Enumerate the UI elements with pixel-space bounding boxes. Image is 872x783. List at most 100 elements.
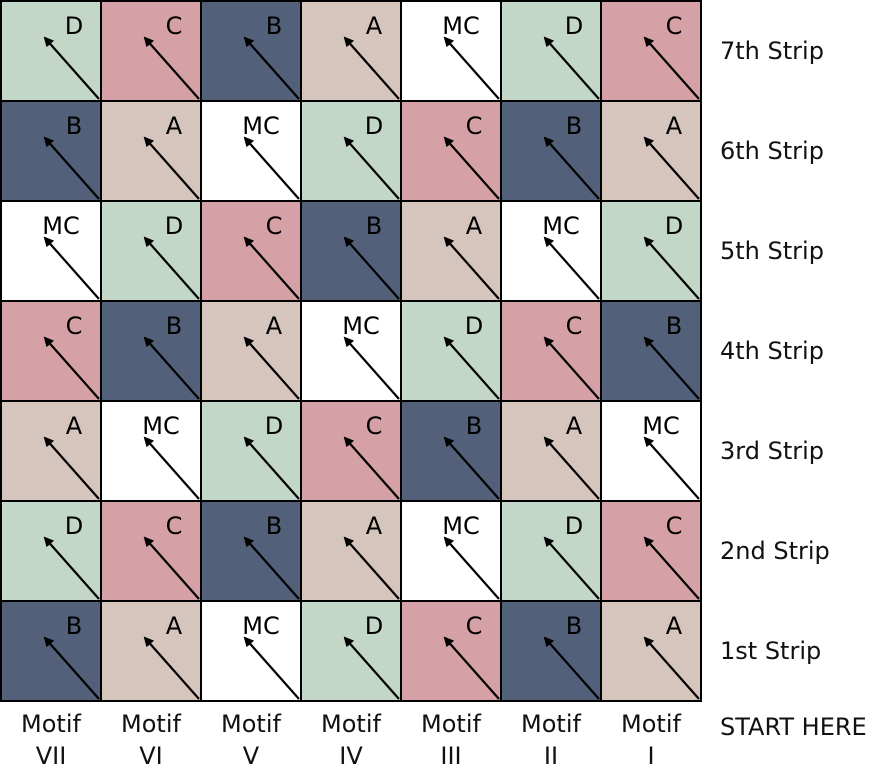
cell-fill: [300, 0, 402, 102]
cell-fill: [0, 100, 102, 202]
motif-numeral: VII: [35, 742, 67, 770]
cell-fill: [200, 300, 302, 402]
grid-cell: MC: [400, 0, 502, 102]
cell-letter: C: [66, 312, 83, 340]
cell-letter: MC: [542, 212, 579, 240]
diagonal-arrow-icon: [343, 436, 400, 500]
cell-letter: MC: [642, 412, 679, 440]
cell-fill: [500, 300, 602, 402]
cell-letter: B: [666, 312, 682, 340]
grid-cell: MC: [100, 400, 202, 502]
grid-cell: D: [400, 300, 502, 402]
cell-letter: A: [166, 112, 183, 140]
cell-fill: [400, 600, 502, 702]
cell-fill: [100, 0, 202, 102]
cell-letter: A: [366, 12, 383, 40]
grid-cell: MC: [500, 200, 602, 302]
diagonal-arrow-icon: [43, 636, 100, 700]
grid-cell: B: [600, 300, 702, 402]
cell-fill: [500, 600, 602, 702]
grid-cell: C: [600, 500, 702, 602]
cell-letter: B: [566, 112, 582, 140]
diagonal-arrow-icon: [543, 536, 600, 600]
cell-letter: B: [166, 312, 182, 340]
motif-numeral: V: [242, 742, 260, 770]
grid-cell: C: [500, 300, 602, 402]
cell-fill: [100, 600, 202, 702]
diagonal-arrow-icon: [43, 136, 100, 200]
cell-fill: [0, 400, 102, 502]
motif-word: Motif: [421, 710, 481, 738]
cell-letter: C: [366, 412, 383, 440]
strip-label: 3rd Strip: [720, 437, 824, 465]
cell-letter: MC: [242, 112, 279, 140]
grid-cell: D: [300, 600, 402, 702]
cell-letter: B: [266, 512, 282, 540]
grid-cell: A: [600, 600, 702, 702]
grid-cell: C: [300, 400, 402, 502]
cell-fill: [500, 100, 602, 202]
grid-cell: C: [400, 600, 502, 702]
cell-fill: [600, 200, 702, 302]
grid-cell: MC: [0, 200, 102, 302]
cell-fill: [500, 200, 602, 302]
grid-cell: MC: [300, 300, 402, 402]
cell-fill: [500, 500, 602, 602]
cell-fill: [400, 100, 502, 202]
strip-label: 7th Strip: [720, 37, 824, 65]
cell-letter: C: [266, 212, 283, 240]
diagonal-arrow-icon: [343, 336, 400, 400]
diagonal-arrow-icon: [343, 36, 400, 100]
cell-fill: [200, 200, 302, 302]
cell-letter: A: [166, 612, 183, 640]
motif-numeral: II: [543, 742, 559, 770]
motif-word: Motif: [321, 710, 381, 738]
cell-fill: [600, 600, 702, 702]
cell-letter: MC: [142, 412, 179, 440]
cell-letter: C: [466, 112, 483, 140]
grid-cell: A: [200, 300, 302, 402]
motif-word: Motif: [621, 710, 681, 738]
motif-numeral: III: [440, 742, 462, 770]
diagonal-arrow-icon: [643, 236, 700, 300]
cell-fill: [200, 0, 302, 102]
cell-letter: D: [65, 512, 83, 540]
diagonal-arrow-icon: [643, 36, 700, 100]
cell-fill: [300, 200, 402, 302]
motif-word: Motif: [521, 710, 581, 738]
cell-fill: [100, 100, 202, 202]
grid-cell: B: [500, 600, 602, 702]
grid-cell: B: [0, 600, 102, 702]
grid-cell: D: [500, 500, 602, 602]
grid-cell: A: [300, 0, 402, 102]
grid-cell: C: [200, 200, 302, 302]
grid-cell: D: [0, 500, 102, 602]
cell-letter: C: [666, 12, 683, 40]
cell-fill: [600, 300, 702, 402]
diagonal-arrow-icon: [143, 336, 200, 400]
grid-cell: C: [0, 300, 102, 402]
cell-letter: D: [465, 312, 483, 340]
strip-label: 1st Strip: [720, 637, 822, 665]
grid-cell: B: [200, 500, 302, 602]
cell-letter: A: [266, 312, 283, 340]
cell-letter: D: [265, 412, 283, 440]
diagonal-arrow-icon: [243, 636, 300, 700]
diagonal-arrow-icon: [143, 536, 200, 600]
cell-fill: [0, 600, 102, 702]
diagonal-arrow-icon: [143, 636, 200, 700]
grid-cell: A: [600, 100, 702, 202]
diagonal-arrow-icon: [143, 436, 200, 500]
motif-grid: D C B A MC D C B A MC D C B A MC D C B A MC D C B A MC D C B A MC D C B A…: [0, 0, 702, 702]
diagonal-arrow-icon: [543, 36, 600, 100]
cell-fill: [0, 200, 102, 302]
grid-cell: D: [300, 100, 402, 202]
cell-letter: C: [166, 512, 183, 540]
strip-label: 6th Strip: [720, 137, 824, 165]
cell-letter: C: [466, 612, 483, 640]
diagonal-arrow-icon: [543, 636, 600, 700]
motif-label: Motif II: [501, 708, 601, 772]
motif-word: Motif: [221, 710, 281, 738]
diagonal-arrow-icon: [343, 536, 400, 600]
cell-letter: A: [566, 412, 583, 440]
